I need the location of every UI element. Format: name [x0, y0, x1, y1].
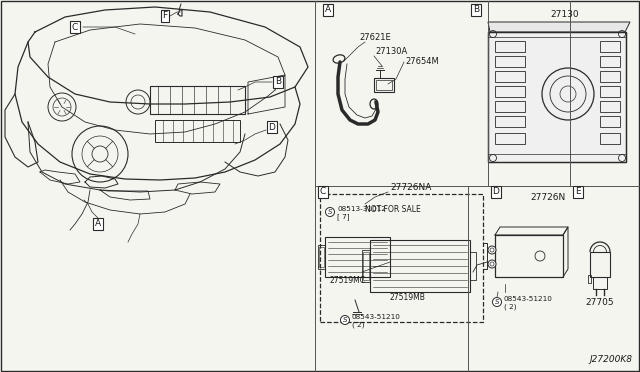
- Text: 27130: 27130: [550, 10, 579, 19]
- Bar: [600, 116, 620, 127]
- Bar: [600, 133, 620, 144]
- Text: 08543-51210: 08543-51210: [504, 296, 553, 302]
- Bar: [600, 41, 620, 52]
- Bar: [363, 252, 369, 280]
- Bar: [370, 240, 470, 292]
- Bar: [362, 250, 370, 282]
- Bar: [319, 247, 324, 267]
- Bar: [150, 86, 245, 114]
- Text: ( 2): ( 2): [352, 322, 365, 328]
- Text: 08513-31012: 08513-31012: [337, 206, 386, 212]
- Text: 27621E: 27621E: [359, 33, 391, 42]
- Bar: [374, 78, 394, 92]
- Bar: [488, 32, 626, 162]
- Text: D: D: [493, 187, 499, 196]
- Text: ( 2): ( 2): [504, 304, 516, 310]
- Bar: [600, 71, 620, 82]
- Circle shape: [340, 315, 349, 324]
- Text: B: B: [275, 77, 281, 87]
- Bar: [600, 86, 620, 97]
- Bar: [495, 41, 525, 52]
- Text: 08543-51210: 08543-51210: [352, 314, 401, 320]
- Text: 27726NA: 27726NA: [390, 183, 431, 192]
- Text: F: F: [163, 12, 168, 20]
- Text: C: C: [72, 22, 78, 32]
- Text: D: D: [269, 122, 275, 131]
- Bar: [376, 80, 392, 90]
- Text: S: S: [328, 209, 332, 215]
- Bar: [495, 56, 525, 67]
- Text: NOT FOR SALE: NOT FOR SALE: [365, 205, 420, 214]
- Bar: [470, 252, 476, 280]
- Circle shape: [493, 298, 502, 307]
- Circle shape: [488, 260, 496, 268]
- Bar: [495, 116, 525, 127]
- Text: C: C: [320, 187, 326, 196]
- Text: E: E: [575, 187, 581, 196]
- Text: S: S: [495, 299, 499, 305]
- Text: 27726N: 27726N: [530, 193, 565, 202]
- Bar: [495, 71, 525, 82]
- Circle shape: [326, 208, 335, 217]
- Text: 27519MC: 27519MC: [330, 276, 366, 285]
- Bar: [600, 101, 620, 112]
- Bar: [320, 194, 483, 322]
- Text: S: S: [343, 317, 348, 323]
- Polygon shape: [488, 22, 630, 32]
- Bar: [488, 32, 626, 162]
- Bar: [318, 245, 325, 269]
- Bar: [325, 237, 390, 277]
- Bar: [495, 86, 525, 97]
- Text: 27130A: 27130A: [375, 47, 407, 56]
- Text: B: B: [473, 6, 479, 15]
- Text: [ 7]: [ 7]: [337, 214, 349, 220]
- Text: A: A: [95, 219, 101, 228]
- Bar: [155, 120, 240, 142]
- Bar: [600, 56, 620, 67]
- Bar: [495, 133, 525, 144]
- Text: J27200K8: J27200K8: [589, 355, 632, 364]
- Text: A: A: [325, 6, 331, 15]
- Text: 27519MB: 27519MB: [390, 293, 426, 302]
- Circle shape: [488, 246, 496, 254]
- Bar: [495, 101, 525, 112]
- Text: 27705: 27705: [586, 298, 614, 307]
- Text: 27654M: 27654M: [405, 57, 439, 66]
- Bar: [588, 275, 591, 283]
- Bar: [593, 277, 607, 289]
- Bar: [590, 252, 610, 277]
- Bar: [495, 235, 563, 277]
